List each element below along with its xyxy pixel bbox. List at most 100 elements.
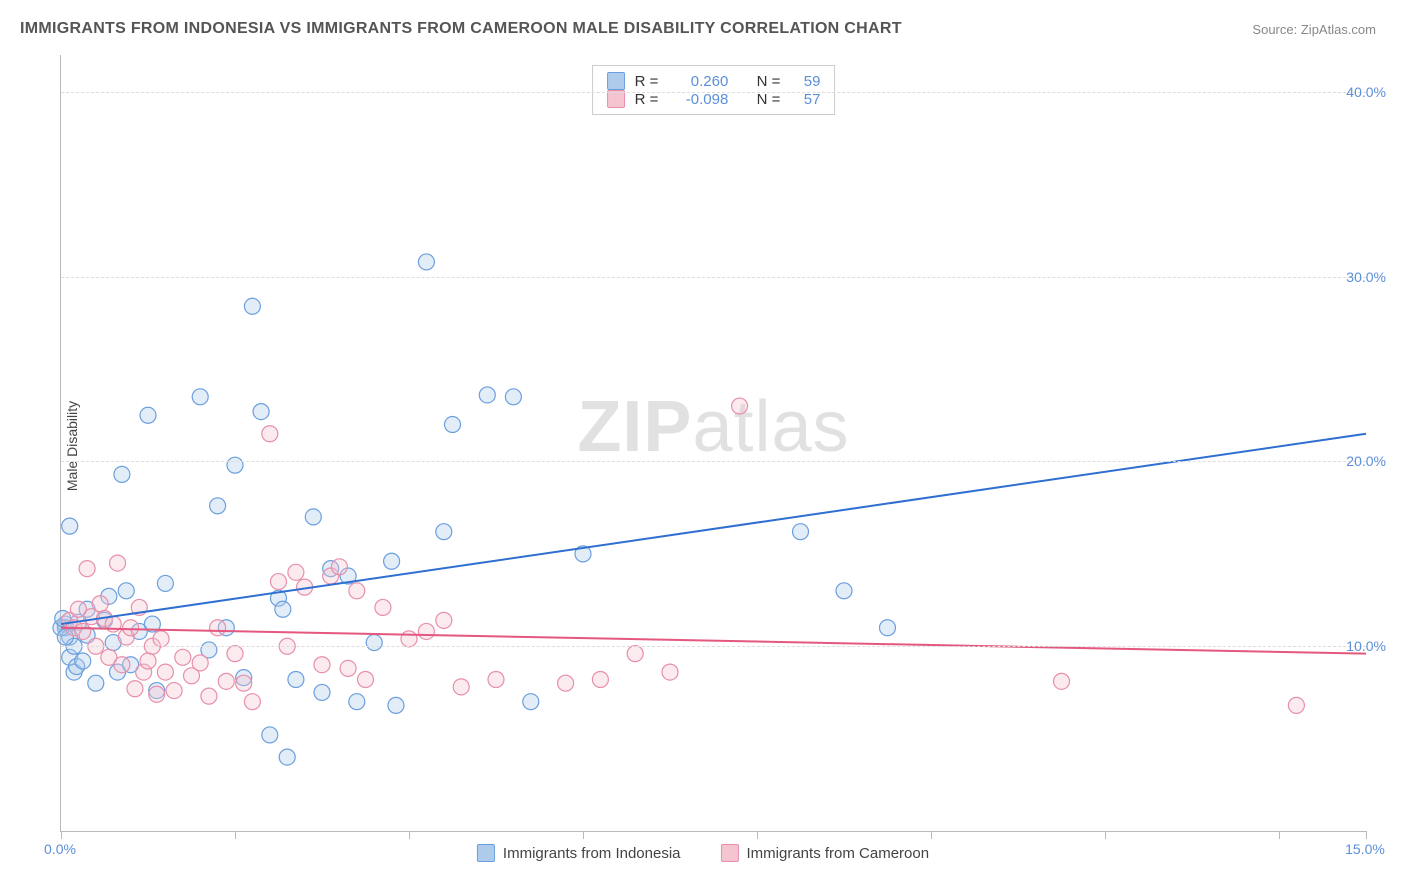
scatter-point-cameroon [314, 657, 330, 673]
scatter-point-indonesia [314, 684, 330, 700]
scatter-point-cameroon [662, 664, 678, 680]
scatter-point-indonesia [880, 620, 896, 636]
legend-item-indonesia: Immigrants from Indonesia [477, 844, 681, 862]
scatter-point-cameroon [349, 583, 365, 599]
scatter-point-indonesia [279, 749, 295, 765]
scatter-point-cameroon [340, 660, 356, 676]
y-tick-label: 20.0% [1346, 453, 1386, 469]
source-label: Source: [1252, 22, 1297, 37]
scatter-point-indonesia [253, 404, 269, 420]
gridline-horizontal [61, 461, 1366, 462]
scatter-point-indonesia [118, 583, 134, 599]
scatter-point-cameroon [627, 646, 643, 662]
scatter-point-cameroon [1288, 697, 1304, 713]
scatter-point-indonesia [305, 509, 321, 525]
scatter-point-indonesia [436, 524, 452, 540]
scatter-point-cameroon [157, 664, 173, 680]
scatter-point-cameroon [401, 631, 417, 647]
legend-label-cameroon: Immigrants from Cameroon [747, 845, 930, 862]
gridline-horizontal [61, 92, 1366, 93]
scatter-point-indonesia [192, 389, 208, 405]
scatter-point-indonesia [210, 498, 226, 514]
scatter-point-cameroon [236, 675, 252, 691]
scatter-point-cameroon [192, 655, 208, 671]
scatter-point-cameroon [358, 671, 374, 687]
scatter-point-cameroon [271, 574, 287, 590]
legend-r-label: R = [635, 73, 659, 90]
scatter-point-indonesia [88, 675, 104, 691]
x-tick [583, 831, 584, 839]
scatter-point-cameroon [123, 620, 139, 636]
legend-swatch-indonesia [607, 72, 625, 90]
scatter-point-indonesia [793, 524, 809, 540]
legend-label-indonesia: Immigrants from Indonesia [503, 845, 681, 862]
x-tick [1279, 831, 1280, 839]
scatter-point-indonesia [523, 694, 539, 710]
x-tick [235, 831, 236, 839]
legend-item-cameroon: Immigrants from Cameroon [721, 844, 930, 862]
scatter-point-cameroon [288, 564, 304, 580]
gridline-horizontal [61, 646, 1366, 647]
y-tick-label: 10.0% [1346, 638, 1386, 654]
scatter-point-indonesia [227, 457, 243, 473]
scatter-point-cameroon [153, 631, 169, 647]
scatter-point-cameroon [149, 686, 165, 702]
legend-n-value-indonesia: 59 [790, 73, 820, 90]
scatter-point-indonesia [140, 407, 156, 423]
legend-series: Immigrants from Indonesia Immigrants from… [477, 844, 929, 862]
scatter-point-cameroon [127, 681, 143, 697]
scatter-point-cameroon [453, 679, 469, 695]
legend-stat-row-indonesia: R = 0.260 N = 59 [607, 72, 821, 90]
x-tick [409, 831, 410, 839]
scatter-point-cameroon [75, 623, 91, 639]
legend-swatch-indonesia [477, 844, 495, 862]
legend-n-label: N = [757, 73, 781, 90]
legend-n-value-cameroon: 57 [790, 91, 820, 108]
scatter-point-cameroon [218, 673, 234, 689]
x-tick-label: 0.0% [44, 841, 76, 857]
scatter-point-indonesia [366, 635, 382, 651]
source-value: ZipAtlas.com [1301, 22, 1376, 37]
scatter-point-cameroon [227, 646, 243, 662]
x-tick [931, 831, 932, 839]
scatter-point-indonesia [418, 254, 434, 270]
scatter-point-cameroon [140, 653, 156, 669]
x-tick-label: 15.0% [1345, 841, 1385, 857]
scatter-point-cameroon [110, 555, 126, 571]
x-tick [1105, 831, 1106, 839]
scatter-point-indonesia [505, 389, 521, 405]
scatter-point-indonesia [349, 694, 365, 710]
scatter-point-indonesia [62, 518, 78, 534]
scatter-point-indonesia [384, 553, 400, 569]
scatter-point-indonesia [157, 575, 173, 591]
scatter-point-cameroon [732, 398, 748, 414]
legend-r-value-cameroon: -0.098 [668, 91, 728, 108]
chart-title: IMMIGRANTS FROM INDONESIA VS IMMIGRANTS … [20, 20, 902, 38]
legend-n-label: N = [757, 91, 781, 108]
scatter-point-cameroon [166, 683, 182, 699]
gridline-horizontal [61, 277, 1366, 278]
scatter-point-cameroon [262, 426, 278, 442]
y-tick-label: 40.0% [1346, 84, 1386, 100]
scatter-point-indonesia [114, 466, 130, 482]
legend-swatch-cameroon [721, 844, 739, 862]
scatter-point-cameroon [92, 596, 108, 612]
x-tick [1366, 831, 1367, 839]
scatter-point-cameroon [331, 559, 347, 575]
x-tick [757, 831, 758, 839]
scatter-point-cameroon [558, 675, 574, 691]
scatter-point-indonesia [244, 298, 260, 314]
scatter-point-cameroon [488, 671, 504, 687]
legend-r-value-indonesia: 0.260 [668, 73, 728, 90]
scatter-point-cameroon [1054, 673, 1070, 689]
scatter-point-cameroon [201, 688, 217, 704]
scatter-point-indonesia [479, 387, 495, 403]
scatter-point-cameroon [375, 599, 391, 615]
scatter-point-cameroon [175, 649, 191, 665]
scatter-point-cameroon [418, 623, 434, 639]
scatter-point-indonesia [445, 417, 461, 433]
y-tick-label: 30.0% [1346, 269, 1386, 285]
scatter-point-cameroon [79, 561, 95, 577]
scatter-point-indonesia [275, 601, 291, 617]
source-attribution: Source: ZipAtlas.com [1252, 22, 1376, 37]
